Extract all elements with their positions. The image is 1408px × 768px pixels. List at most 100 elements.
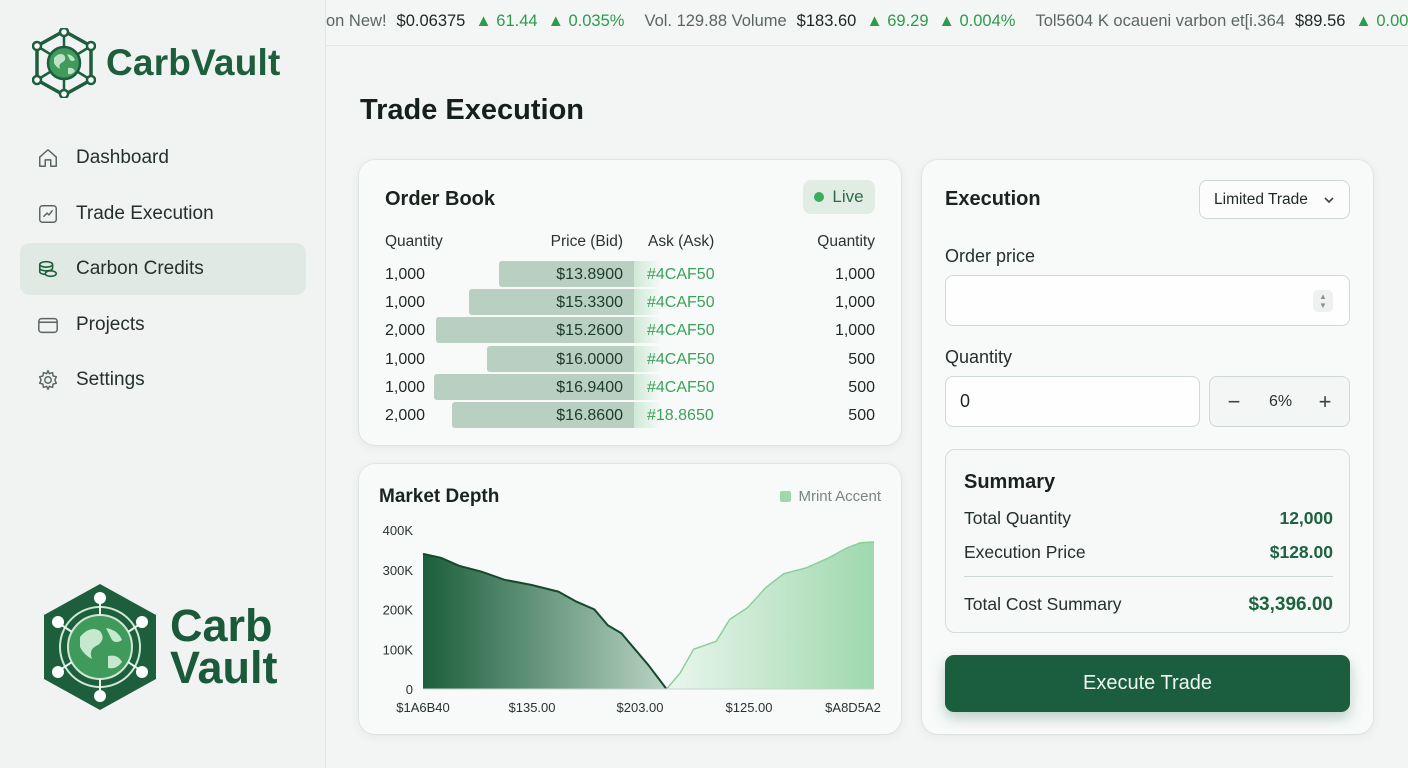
ticker-price: $0.06375 [396,12,466,30]
asks-area [666,541,874,689]
ask-depth-bar [634,317,662,344]
order-book-row[interactable]: 1,000 $13.8900 #4CAF50 1,000 [359,261,901,289]
ask-quantity: 1,000 [834,322,875,340]
brand-name: CarbVault [106,42,281,83]
ask-quantity: 1,000 [834,294,875,312]
x-tick-label: $1A6B40 [396,700,450,715]
percent-value: 6% [1268,393,1293,410]
header-ask: Ask (Ask) [648,233,715,250]
bid-price: $13.8900 [556,266,623,283]
ask-price: #4CAF50 [647,266,715,283]
summary-label: Total Quantity [964,508,1071,528]
globe-logo-icon [32,28,96,98]
order-book-row[interactable]: 2,000 $16.8600 #18.8650 500 [359,402,901,430]
sidebar-item-label: Carbon Credits [76,258,204,280]
legend-swatch [780,491,792,502]
x-tick-label: $125.00 [726,700,773,715]
ticker-percent: ▲ 0.035% [547,12,625,30]
order-book-row[interactable]: 1,000 $15.3300 #4CAF50 1,000 [359,289,901,317]
sidebar-item-label: Projects [76,313,145,335]
execution-card: Execution Limited Trade Order price ▲ ▼ … [922,160,1373,734]
increment-button[interactable]: + [1318,389,1332,414]
ask-price: #18.8650 [647,407,714,424]
globe-hexagon-icon [44,584,156,710]
bid-price: $16.0000 [556,350,623,368]
ask-quantity: 500 [848,407,875,424]
sidebar-nav: Dashboard Trade Execution Carbon Credits… [20,132,306,410]
ticker-label: on New! [326,12,387,30]
order-type-select[interactable]: Limited Trade [1199,180,1350,219]
brand-logo-line1: Carb [170,600,273,651]
legend-label: Mrint Accent [798,488,881,505]
sidebar-item-dashboard[interactable]: Dashboard [20,132,306,184]
bid-quantity: 1,000 [385,378,426,396]
summary-value: $128.00 [1269,542,1333,562]
sidebar-item-trade-execution[interactable]: Trade Execution [20,188,306,240]
execution-title: Execution [945,188,1041,210]
execute-trade-button[interactable]: Execute Trade [945,655,1350,712]
summary-divider [964,576,1333,577]
quantity-input[interactable] [945,376,1200,427]
bid-price: $16.8600 [556,407,623,424]
brand-logo-line2: Vault [170,642,278,693]
header-price-bid: Price (Bid) [550,233,623,250]
decrement-button[interactable]: − [1227,389,1241,414]
order-book-row[interactable]: 2,000 $15.2600 #4CAF50 1,000 [359,317,901,345]
bids-line [422,552,668,690]
sidebar-item-projects[interactable]: Projects [20,299,306,351]
ask-depth-bar [634,402,662,428]
summary-total-value: $3,396.00 [1248,594,1333,615]
ticker-price: $89.56 [1294,12,1346,30]
order-type-value: Limited Trade [1214,190,1308,208]
order-book-row[interactable]: 1,000 $16.9400 #4CAF50 500 [359,373,901,402]
summary-label: Execution Price [964,542,1086,562]
summary-title: Summary [964,471,1056,493]
y-tick-label: 200K [383,603,414,618]
sidebar-item-label: Dashboard [76,147,169,168]
ticker-change: ▲ 0.00 [1355,12,1408,30]
ask-price: #4CAF50 [647,322,715,340]
asks-line [665,541,875,690]
x-tick-label: $135.00 [509,700,556,715]
bid-depth-bar [487,345,634,372]
y-tick-label: 300K [383,563,414,578]
coins-icon [36,257,60,281]
price-spinner[interactable]: ▲ ▼ [1313,290,1333,312]
brand-logo-text: Carb Vault [170,600,278,693]
order-price-input[interactable] [945,275,1350,326]
spinner-down-icon: ▼ [1319,301,1327,310]
sidebar-item-label: Trade Execution [76,202,214,224]
ask-depth-bar [634,289,662,316]
ask-quantity: 1,000 [834,266,875,283]
ticker-label: Vol. 129.88 Volume [644,12,787,30]
live-label: Live [832,187,864,206]
bid-depth-bar [499,261,634,287]
ask-price: #4CAF50 [647,350,715,368]
brand[interactable]: CarbVault [32,28,281,98]
y-tick-label: 0 [406,682,413,697]
bid-price: $15.2600 [556,322,623,340]
price-ticker: on New! $0.06375 ▲ 61.44 ▲ 0.035% Vol. 1… [326,0,1408,46]
ask-quantity: 500 [848,350,875,368]
header-quantity-bid: Quantity [385,233,443,250]
ask-price: #4CAF50 [647,378,715,396]
order-book-row[interactable]: 1,000 $16.0000 #4CAF50 500 [359,345,901,374]
bid-quantity: 1,000 [385,350,426,368]
sidebar-item-settings[interactable]: Settings [20,354,306,406]
bid-quantity: 2,000 [385,407,426,424]
market-depth-title: Market Depth [379,486,500,507]
ticker-change: ▲ 61.44 [475,12,538,30]
sidebar-item-carbon-credits[interactable]: Carbon Credits [20,243,306,296]
sidebar: CarbVault Dashboard Trade Execution Carb… [0,0,326,768]
bids-area [423,553,667,689]
chart-trend-icon [36,202,60,226]
market-depth-chart: 400K 300K 200K 100K 0 $1A6B40 $135.00 $203.00 $1… [383,523,881,715]
chart-legend: Mrint Accent [780,488,881,505]
ticker-percent: ▲ 0.004% [938,12,1016,30]
bid-quantity: 1,000 [385,266,426,283]
order-book-title: Order Book [385,188,496,210]
bid-depth-bar [452,402,634,428]
order-price-label: Order price [945,246,1036,266]
bid-quantity: 2,000 [385,322,426,340]
x-tick-label: $A8D5A2 [825,700,881,715]
